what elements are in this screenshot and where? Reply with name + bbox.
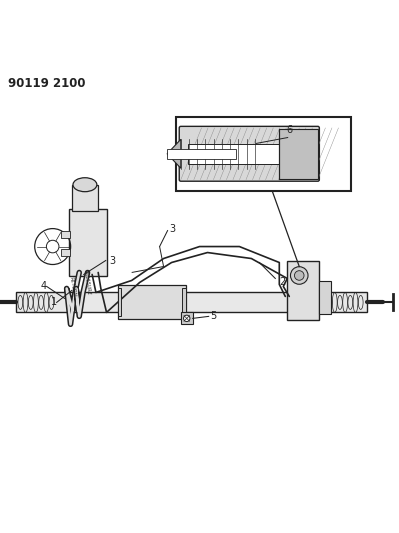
- Text: 3: 3: [109, 255, 115, 265]
- Text: 3: 3: [170, 224, 176, 233]
- Bar: [319, 281, 331, 314]
- Text: 5: 5: [211, 311, 217, 321]
- Text: 90119 2100: 90119 2100: [8, 77, 85, 90]
- Bar: [167, 149, 235, 159]
- Text: PRESSURE: PRESSURE: [82, 269, 91, 295]
- Bar: [72, 185, 98, 211]
- Bar: [279, 129, 318, 179]
- Bar: [69, 208, 107, 277]
- Bar: [118, 286, 186, 319]
- Ellipse shape: [73, 177, 97, 192]
- Text: RETURN: RETURN: [69, 276, 77, 297]
- Bar: [181, 312, 193, 325]
- Bar: [287, 261, 319, 320]
- Circle shape: [290, 266, 308, 284]
- Text: 6: 6: [286, 125, 293, 135]
- Text: 2: 2: [279, 278, 286, 287]
- FancyBboxPatch shape: [179, 126, 319, 181]
- Bar: [61, 249, 70, 256]
- Bar: [61, 231, 70, 238]
- Bar: [118, 288, 121, 317]
- Circle shape: [294, 271, 304, 280]
- Bar: [182, 288, 186, 317]
- Text: 1: 1: [51, 297, 57, 308]
- Bar: [188, 144, 290, 164]
- Text: 4: 4: [41, 281, 47, 292]
- Bar: [16, 293, 367, 312]
- Bar: [176, 117, 351, 191]
- Polygon shape: [167, 139, 181, 168]
- Circle shape: [184, 315, 190, 321]
